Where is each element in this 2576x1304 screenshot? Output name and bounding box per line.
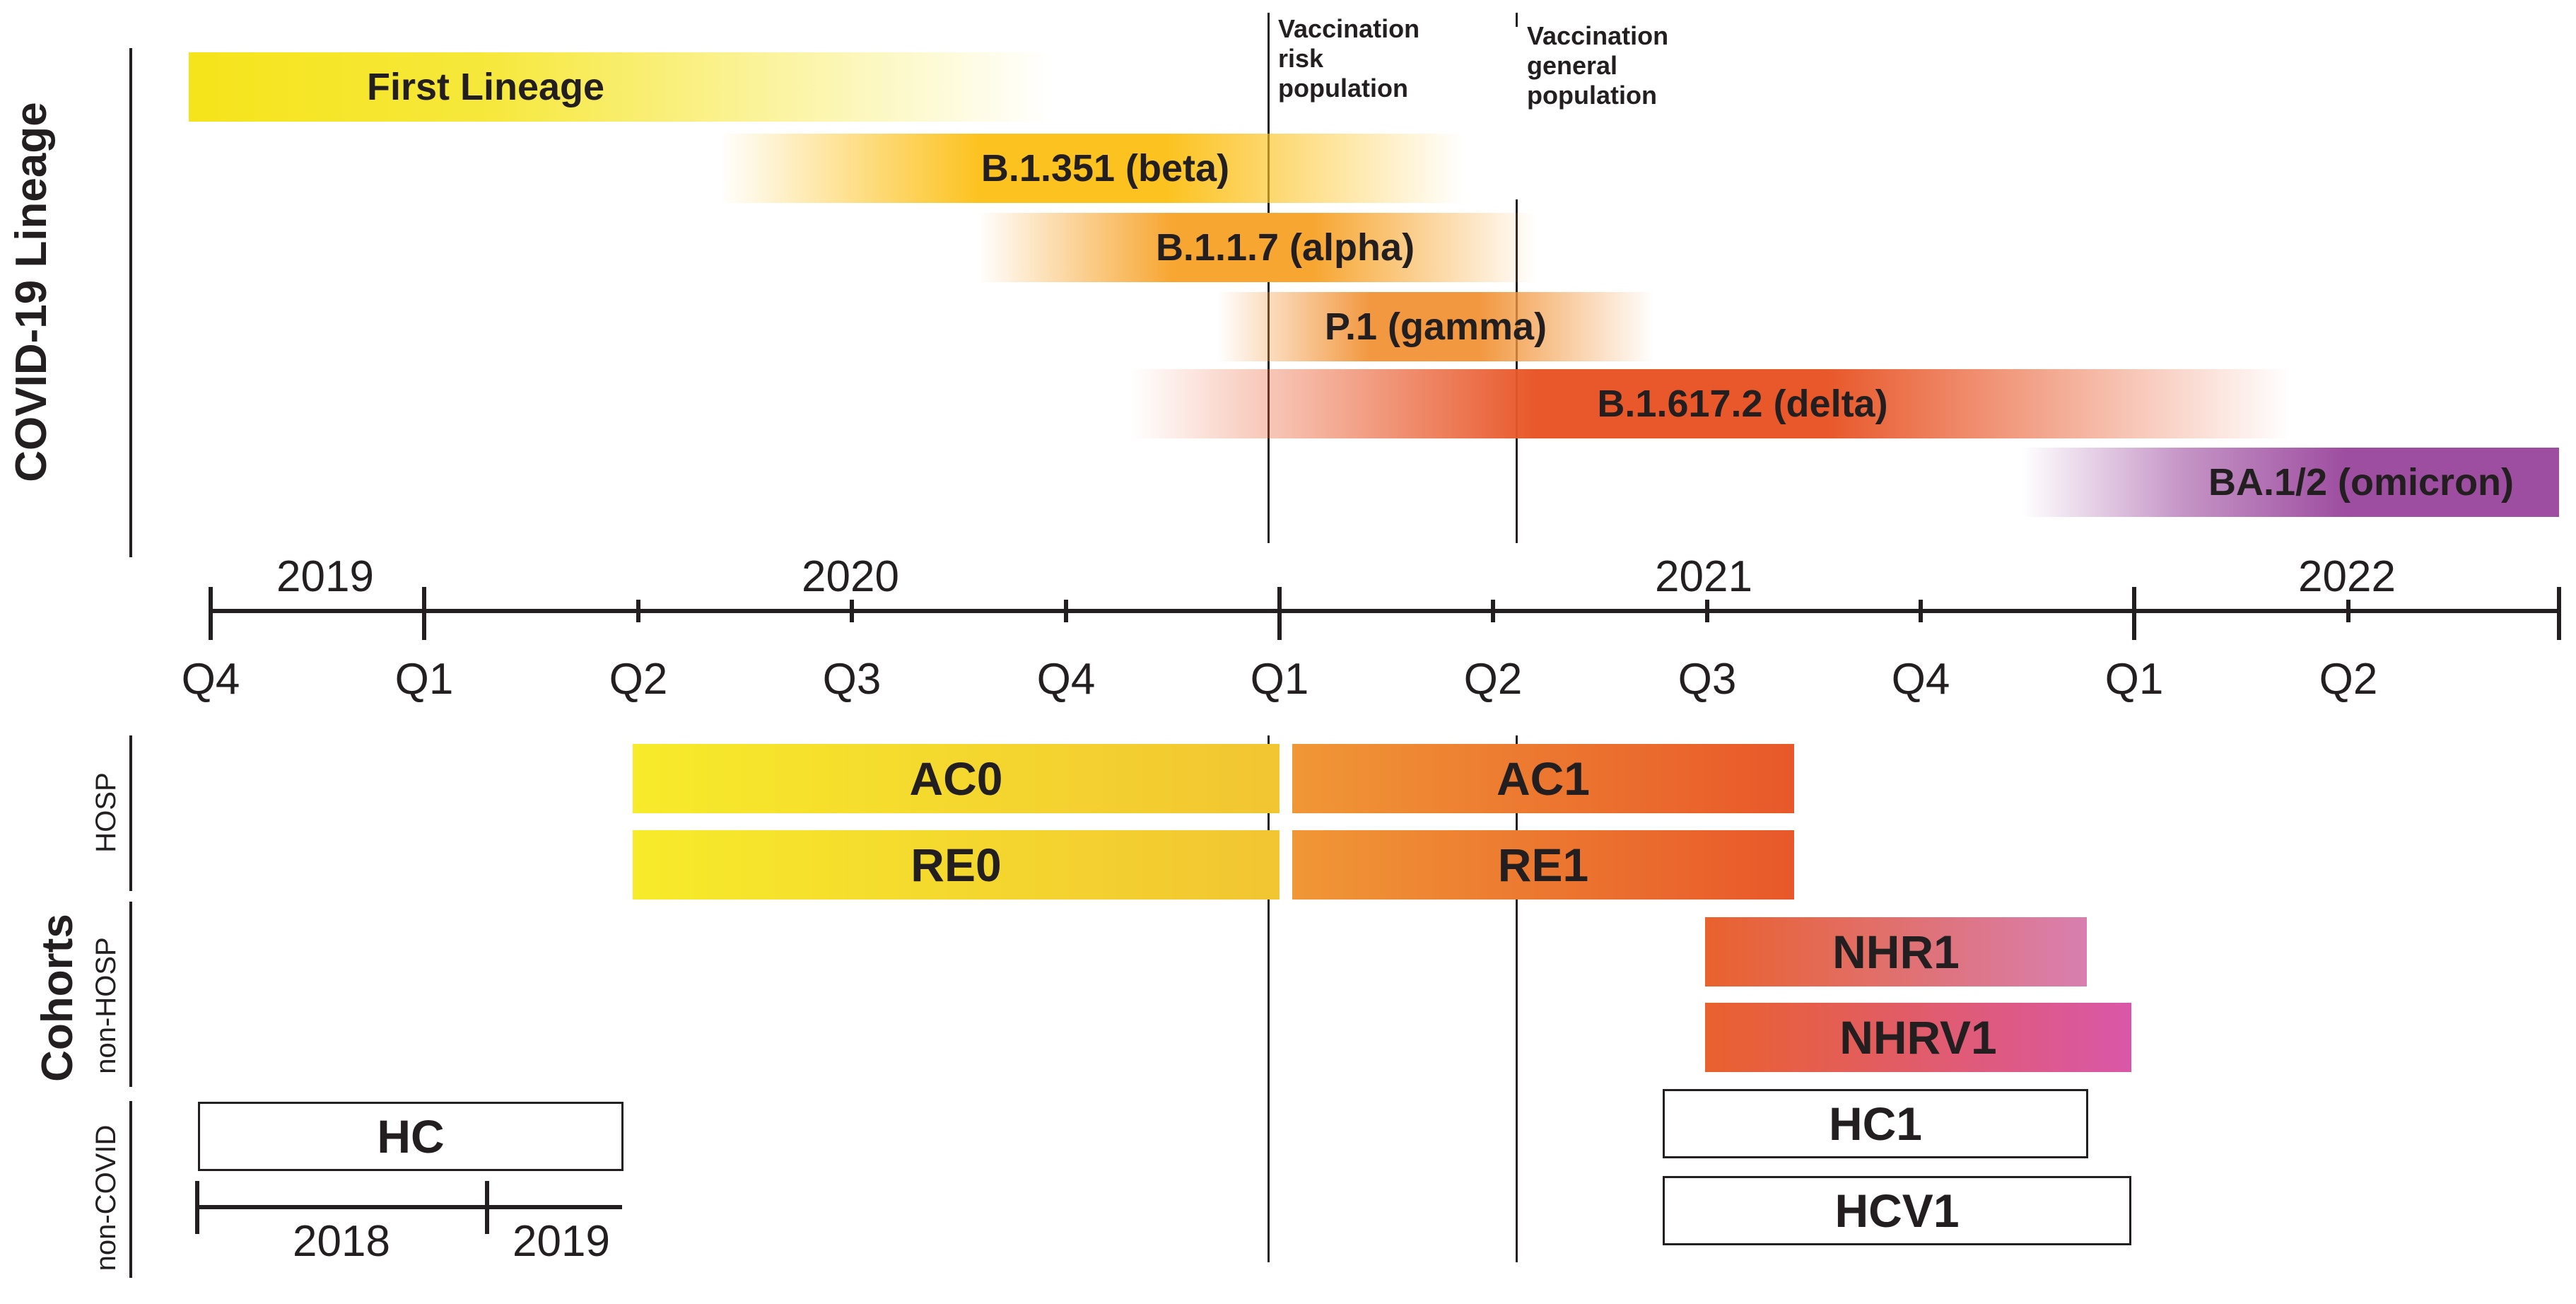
vaccination-general-note: Vaccination general population [1527,21,1669,110]
lineage-bar-alpha: B.1.1.7 (alpha) [978,213,1536,282]
vaccination-general-line-lower [1516,735,1518,1262]
cohort-box-hc: HC [198,1102,623,1171]
lineage-bar-beta: B.1.351 (beta) [719,134,1463,203]
quarter-label: Q1 [394,655,454,704]
cohort-bar-ac0: AC0 [633,744,1280,813]
year-label-2019: 2019 [276,552,374,601]
lineage-bar-delta: B.1.617.2 (delta) [1131,369,2290,438]
quarter-label: Q1 [2104,655,2164,704]
quarter-label: Q3 [822,655,882,704]
year-label-2021: 2021 [1655,552,1752,601]
vaccination-risk-note: Vaccination risk population [1278,14,1420,103]
hc-year-label-2019: 2019 [513,1217,610,1266]
quarter-label: Q2 [2319,655,2378,704]
quarter-label: Q1 [1250,655,1309,704]
year-label-2020: 2020 [802,552,899,601]
cohort-bar-re1: RE1 [1292,830,1794,900]
lineage-section-divider [129,48,132,557]
hosp-group-label: HOSP [90,772,122,853]
non-covid-group-divider [129,1101,132,1278]
quarter-label: Q4 [1036,655,1096,704]
vaccination-general-line [1516,13,1518,27]
cohort-bar-nhrv1: NHRV1 [1705,1003,2131,1072]
quarter-label: Q3 [1678,655,1737,704]
year-label-2022: 2022 [2298,552,2396,601]
non-hosp-group-label: non-HOSP [90,937,122,1074]
cohorts-section-label: Cohorts [33,914,82,1082]
cohort-bar-re0: RE0 [633,830,1280,900]
main-timeline-axis [209,587,2561,640]
lineage-bar-omicron: BA.1/2 (omicron) [2022,448,2559,517]
cohort-bar-ac1: AC1 [1292,744,1794,813]
quarter-label: Q4 [1891,655,1950,704]
cohort-box-hcv1: HCV1 [1663,1176,2131,1245]
non-hosp-group-divider [129,902,132,1087]
quarter-label: Q4 [181,655,240,704]
hc-timeline-axis [195,1181,622,1234]
quarter-label: Q2 [609,655,668,704]
hosp-group-divider [129,735,132,891]
quarter-label: Q2 [1463,655,1523,704]
hc-year-label-2018: 2018 [293,1217,390,1266]
vaccination-risk-line-lower [1267,735,1270,1262]
lineage-bar-first: First Lineage [189,52,1051,122]
cohort-bar-nhr1: NHR1 [1705,917,2087,986]
cohort-box-hc1: HC1 [1663,1089,2088,1158]
lineage-bar-gamma: P.1 (gamma) [1217,292,1654,361]
